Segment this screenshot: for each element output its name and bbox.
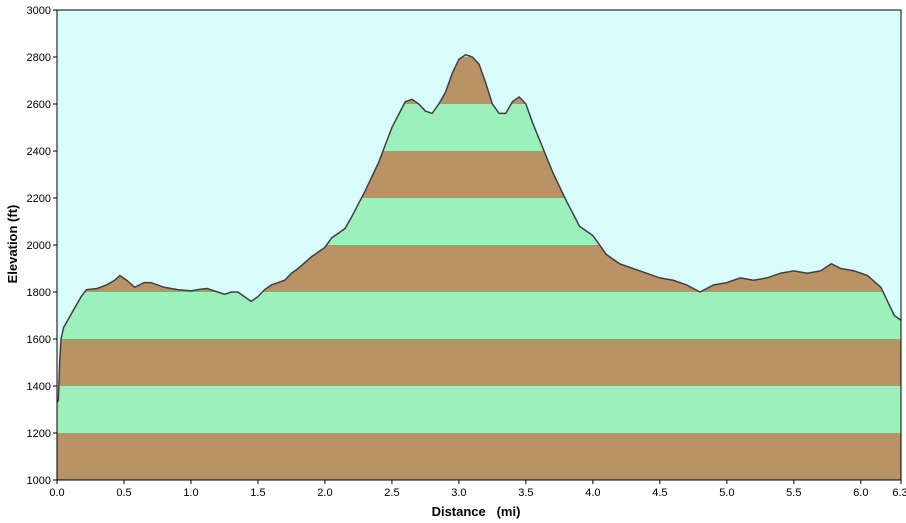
y-tick-label: 2000 (27, 240, 51, 252)
elevation-band (57, 339, 901, 386)
x-tick-label: 6.0 (853, 487, 868, 499)
x-tick-label: 2.5 (384, 487, 399, 499)
y-tick-label: 2200 (27, 193, 51, 205)
x-tick-label: 5.0 (719, 487, 734, 499)
x-tick-label: 1.5 (250, 487, 265, 499)
x-tick-label: 3.5 (518, 487, 533, 499)
y-tick-label: 1200 (27, 428, 51, 440)
y-tick-label: 2400 (27, 146, 51, 158)
x-tick-label: 0.0 (49, 487, 64, 499)
elevation-band (57, 433, 901, 480)
x-tick-label: 4.0 (585, 487, 600, 499)
x-tick-label: 3.0 (451, 487, 466, 499)
y-tick-label: 2800 (27, 52, 51, 64)
y-tick-label: 2600 (27, 99, 51, 111)
plot-area (56, 10, 902, 480)
y-tick-label: 1600 (27, 334, 51, 346)
axes: 1000 1200 1400 1600 1800 2000 2200 2400 2600 2800… (27, 5, 906, 499)
x-tick-label: 5.5 (786, 487, 801, 499)
x-axis-title: Distance (mi) (432, 504, 521, 519)
x-tick-label: 0.5 (116, 487, 131, 499)
elevation-profile-line (56, 53, 902, 403)
y-tick-label: 3000 (27, 5, 51, 17)
elevation-band (57, 386, 901, 433)
y-tick-label: 1400 (27, 381, 51, 393)
y-axis-title: Elevation (ft) (5, 205, 20, 284)
y-tick-label: 1000 (27, 475, 51, 487)
y-tick-label: 1800 (27, 287, 51, 299)
x-tick-label: 6.3 (892, 487, 906, 499)
x-tick-label: 1.0 (183, 487, 198, 499)
x-tick-label: 2.0 (317, 487, 332, 499)
elevation-band (57, 292, 901, 339)
x-tick-label: 4.5 (652, 487, 667, 499)
